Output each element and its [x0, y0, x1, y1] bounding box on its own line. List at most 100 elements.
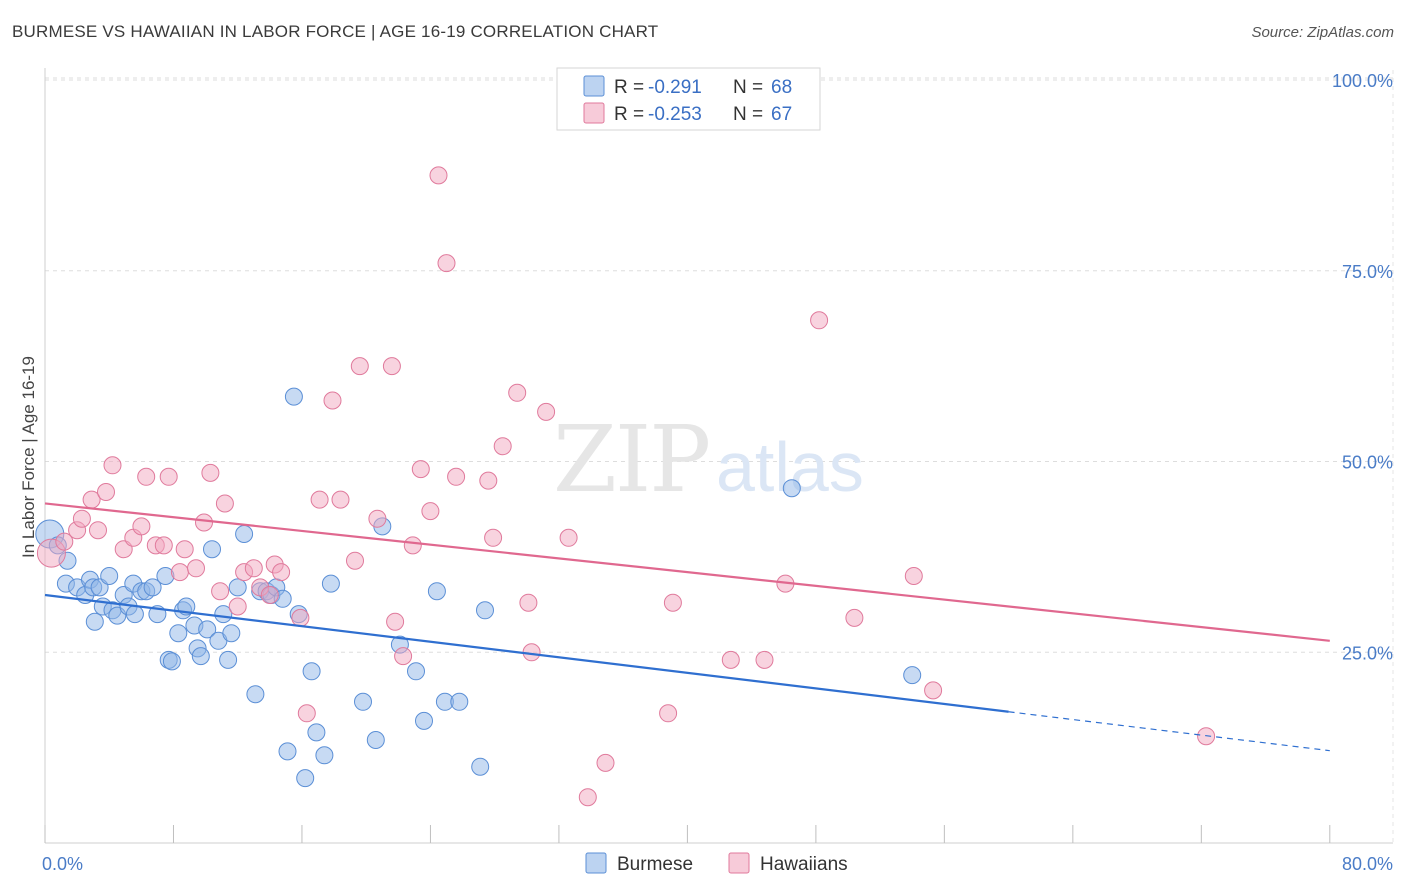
- stats-n-value: 67: [771, 104, 792, 125]
- hawaiians-point: [537, 402, 556, 421]
- hawaiians-point: [97, 483, 115, 501]
- burmese-point: [278, 742, 297, 761]
- hawaiians-point: [244, 559, 263, 578]
- hawaiians-point: [72, 509, 91, 528]
- hawaiians-point: [484, 528, 503, 547]
- burmese-point: [228, 578, 247, 597]
- axis-labels: 25.0% 50.0% 75.0% 100.0% 0.0% 80.0% In Labor F…: [19, 71, 1393, 874]
- hawaiians-point: [228, 597, 247, 616]
- burmese-point: [366, 731, 385, 749]
- watermark: ZIP atlas: [553, 406, 864, 513]
- hawaiians-point: [904, 567, 923, 585]
- burmese-point: [307, 723, 326, 742]
- hawaiians-point: [132, 517, 151, 536]
- burmese-point: [354, 692, 372, 711]
- hawaiians-point: [159, 467, 178, 486]
- burmese-point: [100, 567, 119, 585]
- hawaiians-point: [201, 463, 220, 482]
- hawaiians-point: [394, 647, 413, 666]
- source-note: Source: ZipAtlas.com: [1251, 24, 1394, 41]
- stats-n-label: N =: [733, 104, 763, 125]
- burmese-point: [191, 647, 210, 666]
- stats-legend: R = -0.291 N = 68 R = -0.253 N = 67: [556, 67, 821, 131]
- hawaiians-point: [508, 383, 527, 402]
- burmese-point: [471, 757, 490, 776]
- hawaiians-point: [386, 612, 405, 631]
- hawaiians-point: [845, 608, 864, 627]
- hawaiians-point: [260, 586, 279, 604]
- stats-r-label: R =: [614, 104, 644, 125]
- hawaiians-point: [310, 490, 329, 509]
- hawaiians-point: [411, 460, 430, 479]
- data-points: [35, 166, 1216, 807]
- watermark-zip: ZIP: [553, 406, 709, 513]
- hawaiians-point: [659, 704, 678, 723]
- hawaiians-point: [323, 391, 342, 410]
- burmese-point: [219, 650, 238, 669]
- hawaiians-point: [346, 551, 364, 570]
- burmese-trend-line: [44, 593, 1009, 713]
- x-tick-label: 0.0%: [42, 854, 83, 874]
- burmese-point: [203, 540, 221, 559]
- stats-r-label: R =: [614, 77, 644, 98]
- burmese-point: [476, 601, 494, 620]
- hawaiians-point: [403, 536, 422, 555]
- burmese-point: [903, 666, 922, 685]
- hawaiians-point: [154, 536, 173, 555]
- hawaiians-point: [350, 357, 369, 376]
- y-tick-label: 25.0%: [1342, 643, 1393, 663]
- hawaiians-point: [721, 650, 740, 669]
- hawaiians-point: [297, 704, 316, 723]
- hawaiians-point: [55, 532, 74, 551]
- chart-title: BURMESE VS HAWAIIAN IN LABOR FORCE | AGE…: [12, 22, 659, 41]
- burmese-point: [427, 582, 446, 601]
- stats-legend-swatch: [583, 75, 605, 97]
- burmese-point: [321, 574, 340, 593]
- hawaiians-point: [663, 593, 682, 612]
- hawaiians-trend-line: [44, 502, 1330, 642]
- hawaiians-point: [421, 502, 440, 521]
- hawaiians-point: [195, 513, 213, 532]
- hawaiians-point: [170, 563, 189, 582]
- series-legend: Burmese Hawaiians: [585, 852, 848, 875]
- stats-legend-swatch: [583, 102, 605, 124]
- hawaiians-point: [493, 437, 512, 456]
- hawaiians-point: [755, 650, 774, 669]
- series-legend-swatch: [585, 852, 607, 874]
- series-legend-label: Burmese: [617, 854, 693, 875]
- hawaiians-point: [215, 494, 234, 513]
- hawaiians-point: [211, 582, 230, 601]
- burmese-point: [246, 685, 265, 704]
- burmese-trend-extension: [1008, 711, 1330, 752]
- burmese-point: [85, 612, 104, 631]
- hawaiians-point: [429, 166, 448, 185]
- trend-lines: [44, 502, 1330, 752]
- axes: [44, 68, 1393, 844]
- hawaiians-point: [187, 559, 205, 578]
- y-tick-label: 50.0%: [1342, 453, 1393, 473]
- burmese-point: [235, 525, 254, 543]
- burmese-point: [284, 387, 303, 406]
- series-legend-swatch: [728, 852, 750, 874]
- hawaiians-point: [447, 467, 466, 486]
- y-axis-title: In Labor Force | Age 16-19: [19, 356, 38, 558]
- hawaiians-point: [437, 254, 456, 273]
- burmese-point: [169, 624, 188, 643]
- stats-r-value: -0.253: [648, 104, 702, 125]
- hawaiians-point: [479, 471, 498, 490]
- burmese-point: [302, 662, 321, 681]
- y-tick-label: 100.0%: [1332, 71, 1393, 91]
- hawaiians-point: [559, 528, 578, 547]
- hawaiians-point: [924, 681, 943, 700]
- burmese-point: [315, 746, 334, 765]
- burmese-point: [415, 711, 433, 730]
- y-tick-label: 75.0%: [1342, 262, 1393, 282]
- burmese-point: [222, 624, 241, 643]
- stats-r-value: -0.291: [648, 77, 702, 98]
- hawaiians-point: [103, 456, 122, 475]
- hawaiians-point: [382, 357, 401, 376]
- burmese-point: [407, 662, 425, 681]
- burmese-point: [214, 605, 233, 624]
- hawaiians-point: [368, 509, 387, 528]
